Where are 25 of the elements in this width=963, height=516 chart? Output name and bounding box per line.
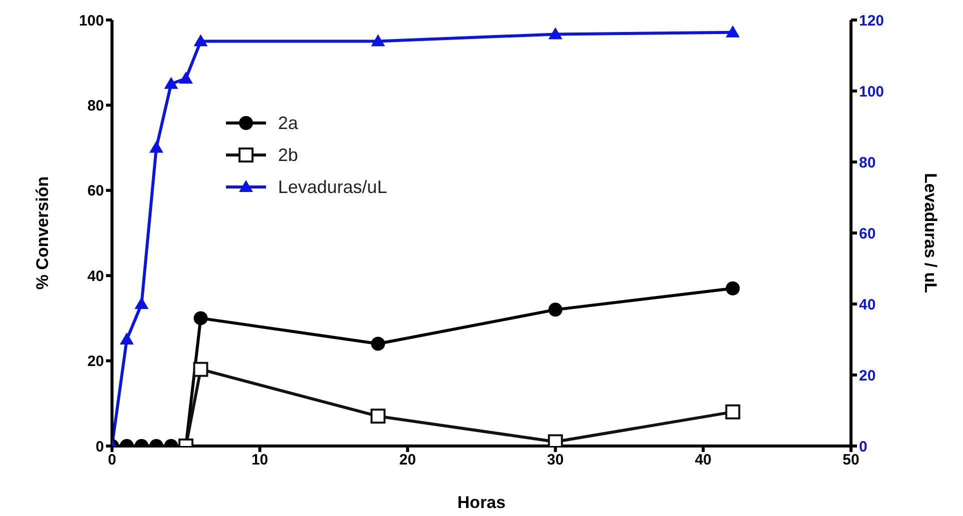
- y-tick-label: 80: [87, 98, 104, 115]
- y2-tick-label: 100: [859, 83, 884, 100]
- y2-tick-label: 0: [859, 438, 868, 456]
- y-tick-label: 20: [87, 353, 104, 370]
- legend-label: 2a: [278, 112, 298, 134]
- y2-tick-label: 80: [859, 154, 876, 172]
- x-tick-label: 20: [399, 452, 416, 469]
- y2-tick-label: 120: [859, 12, 884, 30]
- y2-axis-title: Levaduras / uL: [920, 173, 940, 293]
- y-tick-label: 100: [78, 12, 104, 30]
- y-axis-title: % Conversión: [33, 176, 52, 290]
- legend-label: Levaduras/uL: [278, 176, 388, 198]
- legend-label: 2b: [278, 144, 298, 166]
- y-tick-label: 0: [96, 438, 104, 456]
- x-tick-label: 50: [842, 452, 860, 469]
- x-tick-label: 10: [251, 452, 268, 469]
- x-tick-label: 40: [694, 452, 712, 469]
- y2-tick-label: 60: [859, 225, 876, 242]
- x-axis-title: Horas: [457, 493, 506, 512]
- y-tick-label: 40: [87, 268, 104, 285]
- y-tick-label: 60: [87, 182, 104, 200]
- y2-tick-label: 40: [859, 296, 876, 314]
- y2-tick-label: 20: [859, 367, 876, 384]
- x-tick-label: 30: [547, 452, 564, 469]
- x-tick-label: 0: [108, 452, 116, 469]
